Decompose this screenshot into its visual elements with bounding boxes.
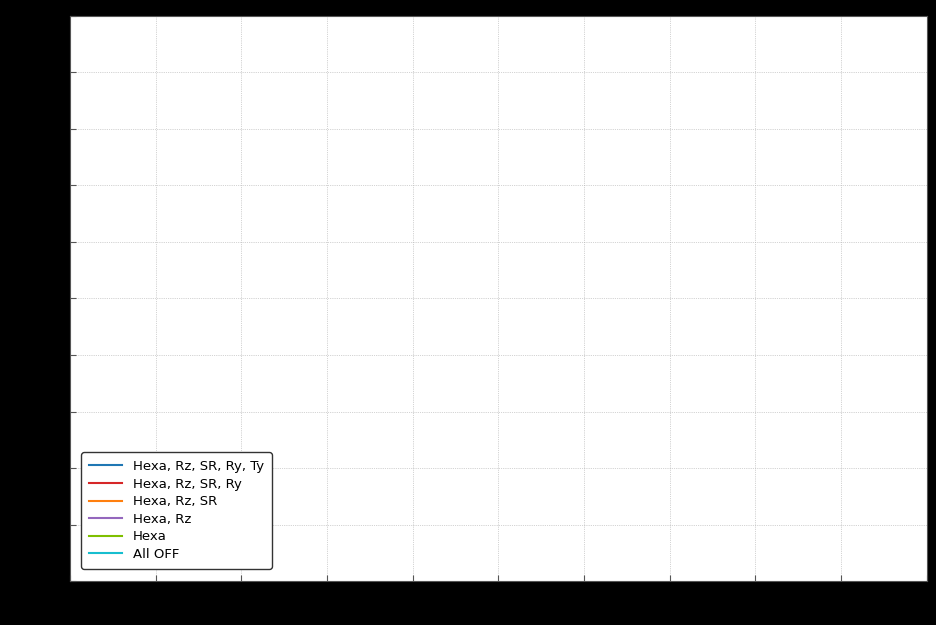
Legend: Hexa, Rz, SR, Ry, Ty, Hexa, Rz, SR, Ry, Hexa, Rz, SR, Hexa, Rz, Hexa, All OFF: Hexa, Rz, SR, Ry, Ty, Hexa, Rz, SR, Ry, …	[81, 452, 271, 569]
